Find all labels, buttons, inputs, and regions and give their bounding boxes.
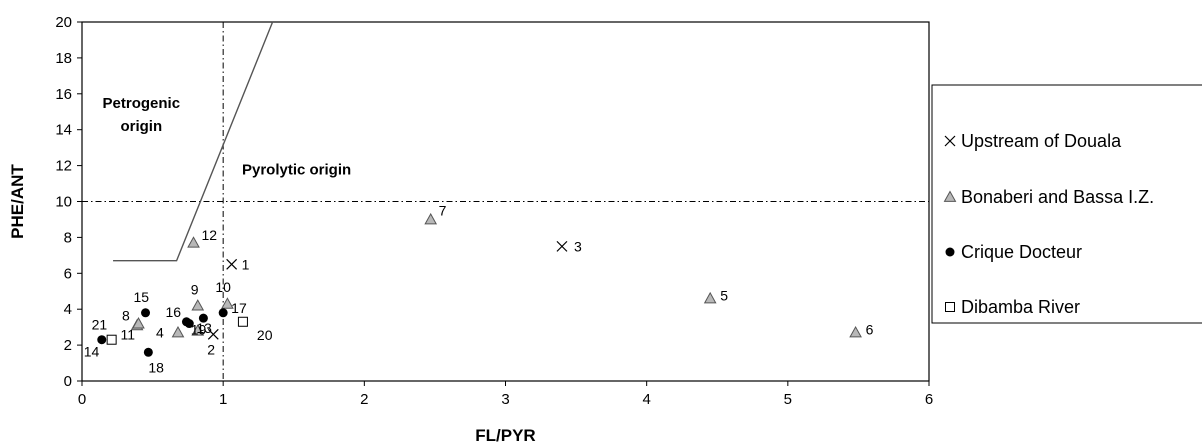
point-label: 20: [257, 327, 273, 343]
data-point: [703, 291, 717, 304]
boundary-line: [113, 21, 274, 262]
y-tick-label: 4: [64, 301, 72, 318]
x-tick-label: 0: [78, 391, 86, 408]
x-tick-label: 3: [501, 391, 509, 408]
legend-box: [931, 84, 1202, 324]
legend-marker: [945, 302, 955, 312]
data-point: [207, 328, 219, 340]
data-point: [143, 347, 153, 357]
point-label: 17: [231, 300, 247, 316]
data-point: [187, 236, 200, 248]
legend-entry: Dibamba River: [961, 297, 1080, 317]
legend: Upstream of Douala Bonaberi and Bassa I.Z…: [931, 84, 1202, 324]
data-point: [97, 335, 107, 345]
data-point: [849, 326, 862, 338]
data-point: [132, 317, 145, 329]
x-tick-label: 1: [219, 391, 227, 408]
x-tick-label: 2: [360, 391, 368, 408]
y-tick-label: 6: [64, 265, 72, 282]
data-point: [198, 313, 208, 323]
data-point: [171, 326, 185, 338]
y-tick-label: 18: [55, 50, 72, 67]
point-label: 14: [84, 344, 100, 360]
y-tick-label: 16: [55, 86, 72, 103]
petrogenic-origin-label: origin: [120, 118, 162, 135]
y-tick-label: 10: [55, 194, 72, 211]
x-axis-title: FL/PYR: [475, 426, 535, 443]
point-label: 11: [120, 327, 135, 343]
y-axis-title: PHE/ANT: [8, 164, 27, 239]
y-tick-label: 8: [64, 229, 72, 246]
data-point: [191, 299, 205, 311]
point-label: 10: [215, 279, 231, 295]
y-tick-label: 20: [55, 14, 72, 31]
point-label: 2: [207, 341, 215, 357]
data-point: [191, 324, 205, 336]
y-tick-label: 0: [64, 373, 72, 390]
data-point: [237, 316, 248, 327]
legend-marker: [943, 190, 957, 202]
y-tick-label: 14: [55, 122, 72, 139]
point-label: 15: [134, 289, 150, 305]
point-label: 5: [720, 287, 728, 303]
legend-marker: [944, 135, 956, 147]
point-label: 4: [156, 325, 164, 341]
point-label: 7: [439, 202, 447, 218]
pyrolytic-origin-label: Pyrolytic origin: [242, 162, 351, 179]
legend-marker: [945, 247, 955, 257]
point-label: 13: [196, 320, 212, 336]
point-label: 12: [202, 227, 218, 243]
point-label: 9: [191, 282, 199, 298]
y-tick-label: 12: [55, 158, 72, 175]
x-tick-label: 6: [925, 391, 933, 408]
x-tick-label: 4: [642, 391, 650, 408]
point-label: 1: [242, 256, 250, 272]
data-point: [106, 334, 117, 345]
point-label: 16: [165, 304, 181, 320]
data-point: [221, 297, 234, 309]
point-label: 18: [148, 359, 164, 375]
legend-entry: Bonaberi and Bassa I.Z.: [961, 187, 1154, 207]
point-label: 19: [191, 322, 207, 338]
data-point: [141, 308, 151, 318]
legend-entry: Crique Docteur: [961, 242, 1082, 262]
legend-entry: Upstream of Douala: [961, 131, 1122, 151]
point-label: 8: [122, 307, 130, 323]
data-point: [556, 240, 568, 252]
data-point: [226, 258, 238, 270]
petrogenic-origin-label: Petrogenic: [103, 95, 181, 112]
data-point: [184, 319, 194, 329]
data-point: [218, 308, 228, 318]
data-point: [424, 212, 438, 225]
point-label: 6: [866, 322, 874, 338]
point-label: 21: [92, 317, 108, 333]
x-tick-label: 5: [784, 391, 792, 408]
point-label: 3: [574, 238, 582, 254]
y-tick-label: 2: [64, 337, 72, 354]
